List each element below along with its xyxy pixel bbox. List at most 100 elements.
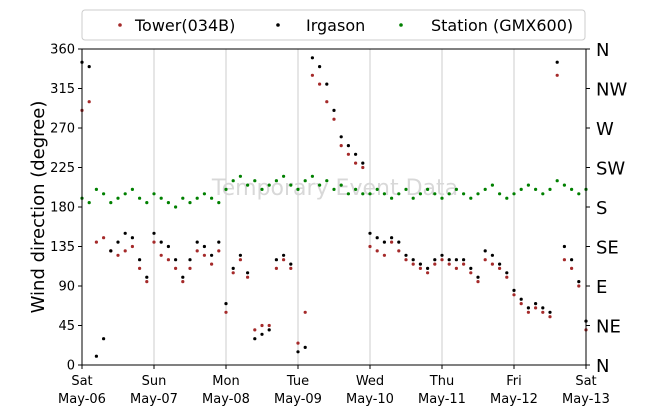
data-point xyxy=(339,144,343,148)
data-point xyxy=(354,152,358,156)
data-point xyxy=(289,262,293,266)
y-axis: 0 45 90 135 180 225 270 315 360 xyxy=(50,43,82,374)
data-point xyxy=(447,262,451,266)
data-point xyxy=(534,306,538,310)
data-point xyxy=(310,73,314,77)
data-point xyxy=(130,236,134,240)
plot-background xyxy=(82,49,586,365)
data-point xyxy=(303,179,307,183)
data-point xyxy=(375,187,379,191)
legend-label-irgason: Irgason xyxy=(306,16,365,35)
data-point xyxy=(418,266,422,270)
data-point xyxy=(123,231,127,235)
data-point xyxy=(130,187,134,191)
data-point xyxy=(541,192,545,196)
data-point xyxy=(390,236,394,240)
data-point xyxy=(570,258,574,262)
data-point xyxy=(217,201,221,205)
data-point xyxy=(440,253,444,257)
data-point xyxy=(217,249,221,253)
data-point xyxy=(397,240,401,244)
data-point xyxy=(123,192,127,196)
data-point xyxy=(562,183,567,187)
data-point xyxy=(433,258,437,262)
data-point xyxy=(138,258,142,262)
data-point xyxy=(469,266,473,270)
data-point xyxy=(174,205,178,209)
scatter-points xyxy=(80,56,588,358)
data-point xyxy=(332,117,336,121)
data-point xyxy=(253,337,257,341)
x-tick-day: Sat xyxy=(575,374,596,389)
data-point xyxy=(418,192,422,196)
data-point xyxy=(433,262,437,266)
y-tick-label: 90 xyxy=(58,280,75,295)
x-tick-date: May-09 xyxy=(274,392,322,407)
x-tick-day: Tue xyxy=(286,374,309,389)
data-point xyxy=(382,192,386,196)
data-point xyxy=(519,302,523,306)
data-point xyxy=(454,187,458,191)
data-point xyxy=(116,240,120,244)
data-point xyxy=(411,196,415,200)
x-tick-date: May-11 xyxy=(418,392,466,407)
data-point xyxy=(577,192,581,196)
data-point xyxy=(94,240,98,244)
x-tick-date: May-06 xyxy=(58,392,106,407)
data-point xyxy=(332,108,336,112)
data-point xyxy=(555,60,559,64)
data-point xyxy=(224,310,228,314)
data-point xyxy=(368,231,372,235)
data-point xyxy=(238,174,242,178)
data-point xyxy=(505,196,509,200)
compass-label: NW xyxy=(596,80,627,101)
compass-label: SW xyxy=(596,159,625,180)
data-point xyxy=(498,262,502,266)
data-point xyxy=(426,266,430,270)
data-point xyxy=(282,253,286,257)
x-tick-day: Sat xyxy=(71,374,92,389)
data-point xyxy=(577,284,581,288)
data-point xyxy=(483,187,487,191)
data-point xyxy=(166,258,170,262)
data-point xyxy=(346,152,350,156)
data-point xyxy=(181,196,185,200)
data-point xyxy=(505,275,509,279)
data-point xyxy=(174,266,178,270)
data-point xyxy=(282,174,286,178)
data-point xyxy=(260,332,264,336)
x-tick-day: Fri xyxy=(506,374,522,389)
data-point xyxy=(519,187,523,191)
data-point xyxy=(274,258,278,262)
data-point xyxy=(469,271,473,275)
data-point xyxy=(253,328,257,332)
data-point xyxy=(152,231,156,235)
data-point xyxy=(454,258,458,262)
data-point xyxy=(310,174,314,178)
data-point xyxy=(534,302,538,306)
data-point xyxy=(94,187,98,191)
data-point xyxy=(490,183,494,187)
x-tick-day: Thu xyxy=(429,374,454,389)
data-point xyxy=(541,306,545,310)
data-point xyxy=(562,244,567,249)
data-point xyxy=(390,196,394,200)
data-point xyxy=(195,196,199,200)
x-tick-date: May-10 xyxy=(346,392,394,407)
data-point xyxy=(526,310,531,314)
data-point xyxy=(217,240,221,244)
data-point xyxy=(411,262,415,266)
data-point xyxy=(303,310,307,314)
data-point xyxy=(390,240,394,244)
data-point xyxy=(426,271,430,275)
data-point xyxy=(519,297,523,301)
data-point xyxy=(188,266,192,270)
data-point xyxy=(188,258,192,262)
data-point xyxy=(476,192,480,196)
data-point xyxy=(310,56,314,60)
y-tick-label: 135 xyxy=(50,240,75,255)
data-point xyxy=(440,258,444,262)
data-point xyxy=(469,196,473,200)
compass-label: W xyxy=(596,119,614,140)
